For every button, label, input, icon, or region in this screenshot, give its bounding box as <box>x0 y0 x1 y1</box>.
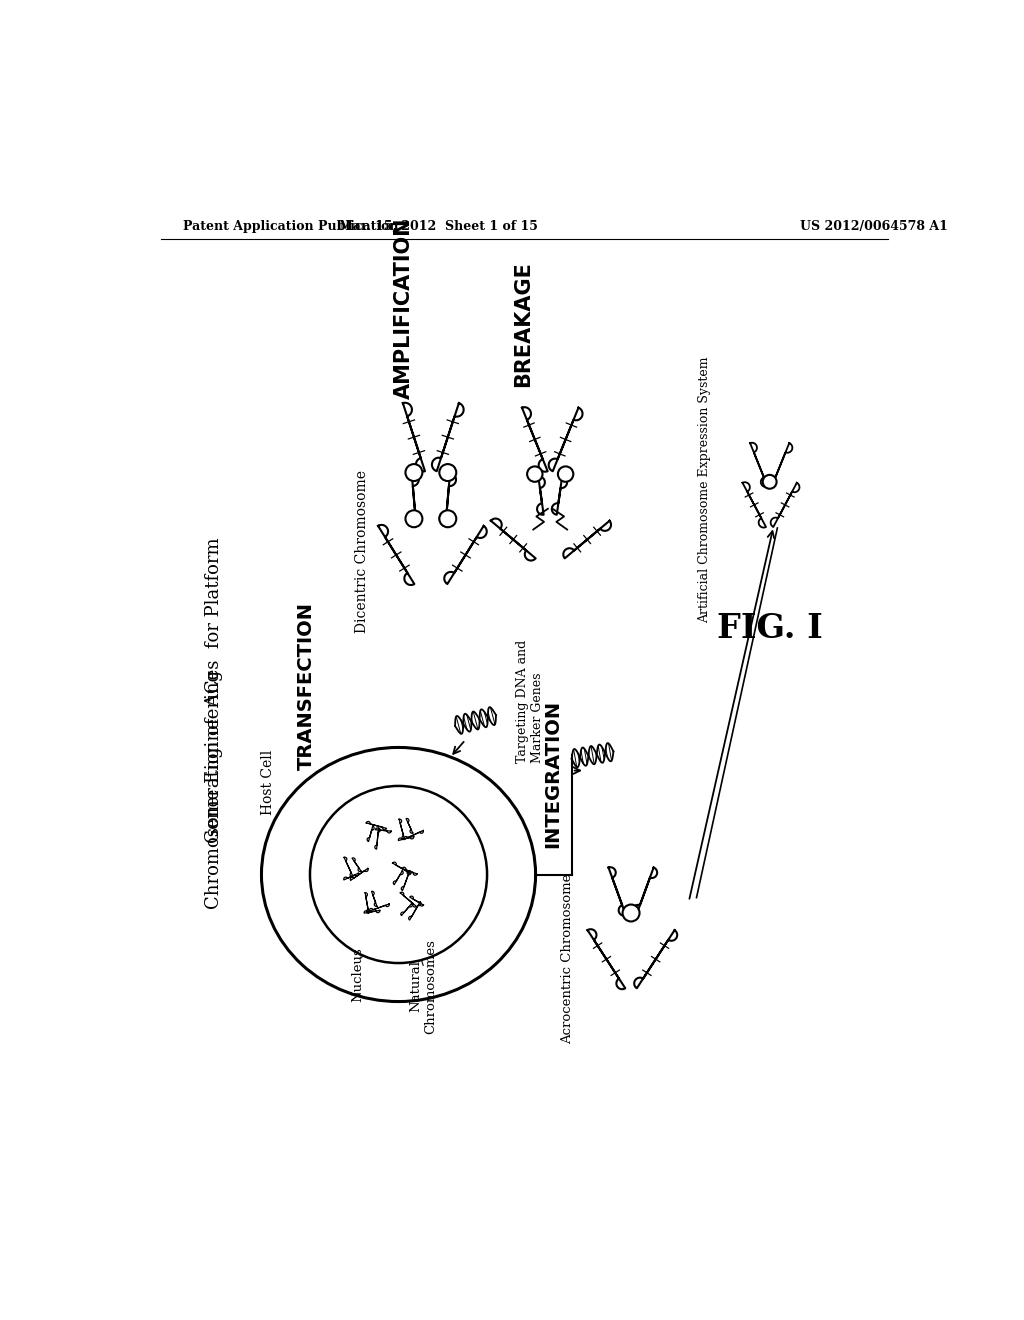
Polygon shape <box>771 483 800 527</box>
Text: Patent Application Publication: Patent Application Publication <box>183 219 398 232</box>
Text: TRANSFECTION: TRANSFECTION <box>297 602 315 770</box>
Polygon shape <box>409 473 419 524</box>
Circle shape <box>310 785 487 964</box>
Polygon shape <box>402 403 425 471</box>
Text: FIG. I: FIG. I <box>717 611 822 644</box>
Polygon shape <box>522 407 548 471</box>
Circle shape <box>558 466 573 482</box>
Text: Nucleus: Nucleus <box>351 948 365 1002</box>
Text: Dicentric Chromosome: Dicentric Chromosome <box>354 470 369 632</box>
Polygon shape <box>742 482 766 528</box>
Ellipse shape <box>261 747 536 1002</box>
Polygon shape <box>444 525 486 583</box>
Polygon shape <box>372 891 377 907</box>
Polygon shape <box>439 473 456 524</box>
Polygon shape <box>402 867 417 875</box>
Polygon shape <box>407 818 413 833</box>
Polygon shape <box>367 821 386 830</box>
Polygon shape <box>378 525 415 585</box>
Text: Host Cell: Host Cell <box>261 750 274 814</box>
Polygon shape <box>401 871 411 891</box>
Polygon shape <box>634 931 677 989</box>
Polygon shape <box>393 871 403 884</box>
Polygon shape <box>399 820 404 840</box>
Polygon shape <box>608 867 626 916</box>
Polygon shape <box>365 911 380 913</box>
Circle shape <box>406 465 422 480</box>
Polygon shape <box>751 442 768 487</box>
Polygon shape <box>410 896 424 906</box>
Polygon shape <box>350 869 369 880</box>
Text: BREAKAGE: BREAKAGE <box>513 261 534 387</box>
Polygon shape <box>432 403 464 471</box>
Circle shape <box>439 465 457 480</box>
Polygon shape <box>370 904 389 911</box>
Polygon shape <box>588 929 626 989</box>
Polygon shape <box>368 826 374 841</box>
Text: Artificial Chromosome Expression System: Artificial Chromosome Expression System <box>697 356 711 623</box>
Polygon shape <box>563 521 611 558</box>
Polygon shape <box>375 828 380 849</box>
Text: Mar. 15, 2012  Sheet 1 of 15: Mar. 15, 2012 Sheet 1 of 15 <box>339 219 538 232</box>
Polygon shape <box>633 867 657 915</box>
Polygon shape <box>490 519 536 561</box>
Text: AMPLIFICATION: AMPLIFICATION <box>394 218 414 400</box>
Circle shape <box>439 511 457 527</box>
Polygon shape <box>400 903 413 916</box>
Circle shape <box>763 475 776 488</box>
Polygon shape <box>404 830 423 840</box>
Polygon shape <box>352 858 361 871</box>
Polygon shape <box>366 892 369 913</box>
Polygon shape <box>398 837 414 841</box>
Polygon shape <box>344 857 353 876</box>
Text: US 2012/0064578 A1: US 2012/0064578 A1 <box>801 219 948 232</box>
Text: Generation of  ACes  for Platform: Generation of ACes for Platform <box>205 537 223 842</box>
Circle shape <box>406 511 422 527</box>
Text: Chromosome Engineering: Chromosome Engineering <box>205 671 223 909</box>
Text: Targeting DNA and
Marker Genes: Targeting DNA and Marker Genes <box>515 640 544 763</box>
Text: Acrocentric Chromosome: Acrocentric Chromosome <box>561 874 573 1044</box>
Text: INTEGRATION: INTEGRATION <box>543 701 562 849</box>
Polygon shape <box>409 902 421 920</box>
Polygon shape <box>400 892 417 907</box>
Polygon shape <box>769 444 793 487</box>
Polygon shape <box>344 874 358 880</box>
Polygon shape <box>376 828 391 833</box>
Polygon shape <box>552 477 567 515</box>
Circle shape <box>623 904 640 921</box>
Polygon shape <box>549 408 583 471</box>
Text: Natural
Chromosomes: Natural Chromosomes <box>410 939 437 1034</box>
Circle shape <box>527 466 543 482</box>
Polygon shape <box>392 862 411 875</box>
Polygon shape <box>537 477 545 515</box>
